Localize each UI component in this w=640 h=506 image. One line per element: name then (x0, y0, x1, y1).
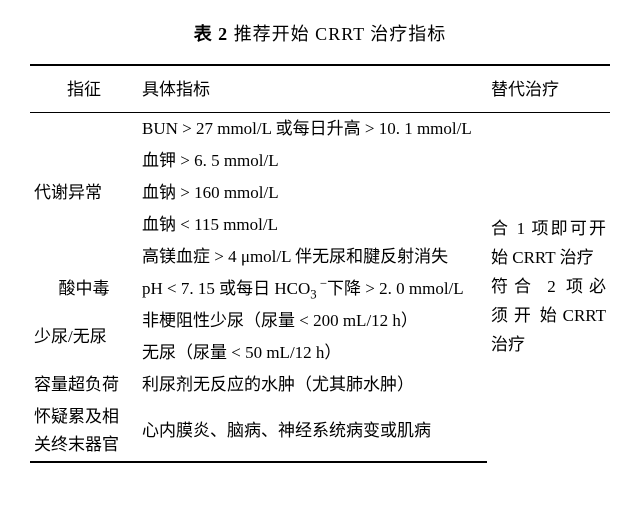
header-indicator: 具体指标 (138, 65, 487, 113)
cell-endorgan-val: 心内膜炎、脑病、神经系统病变或肌病 (138, 401, 487, 462)
cell-alternative: 合 1 项即可开始 CRRT 治疗 符合 2 项必须 开 始 CRRT 治疗 (487, 112, 610, 462)
cell-oliguria-val: 非梗阻性少尿（尿量 < 200 mL/12 h） (138, 305, 487, 337)
cell-na-low: 血钠 < 115 mmol/L (138, 209, 487, 241)
cell-ph: pH < 7. 15 或每日 HCO3 −下降 > 2. 0 mmol/L (138, 273, 487, 305)
table-row: BUN > 27 mmol/L 或每日升高 > 10. 1 mmol/L 合 1… (30, 112, 610, 145)
alt-line-1: 合 1 项即可开始 CRRT 治疗 (491, 219, 606, 267)
cell-endorgan: 怀疑累及相 关终末器官 (30, 401, 138, 462)
cell-metabolic: 代谢异常 (30, 145, 138, 241)
header-indication: 指征 (30, 65, 138, 113)
cell-na-high: 血钠 > 160 mmol/L (138, 177, 487, 209)
crrt-table: 指征 具体指标 替代治疗 BUN > 27 mmol/L 或每日升高 > 10.… (30, 64, 610, 464)
header-row: 指征 具体指标 替代治疗 (30, 65, 610, 113)
cell-anuria: 无尿（尿量 < 50 mL/12 h） (138, 337, 487, 369)
cell-overload: 容量超负荷 (30, 369, 138, 401)
sup-minus: − (317, 276, 327, 290)
cell-mg: 高镁血症 > 4 μmol/L 伴无尿和腱反射消失 (138, 241, 487, 273)
table-number: 表 2 (194, 24, 229, 44)
table-title: 推荐开始 CRRT 治疗指标 (234, 24, 447, 44)
cell-edema: 利尿剂无反应的水肿（尤其肺水肿） (138, 369, 487, 401)
cell-acidosis: 酸中毒 (30, 273, 138, 305)
cell-bun: BUN > 27 mmol/L 或每日升高 > 10. 1 mmol/L (138, 112, 487, 145)
header-alternative: 替代治疗 (487, 65, 610, 113)
alt-line-2b: 开 (514, 306, 535, 325)
table-caption: 表 2 推荐开始 CRRT 治疗指标 (30, 20, 610, 50)
alt-line-2c: 始 (540, 306, 558, 325)
cell-k: 血钾 > 6. 5 mmol/L (138, 145, 487, 177)
cell-oliguria: 少尿/无尿 (30, 305, 138, 369)
